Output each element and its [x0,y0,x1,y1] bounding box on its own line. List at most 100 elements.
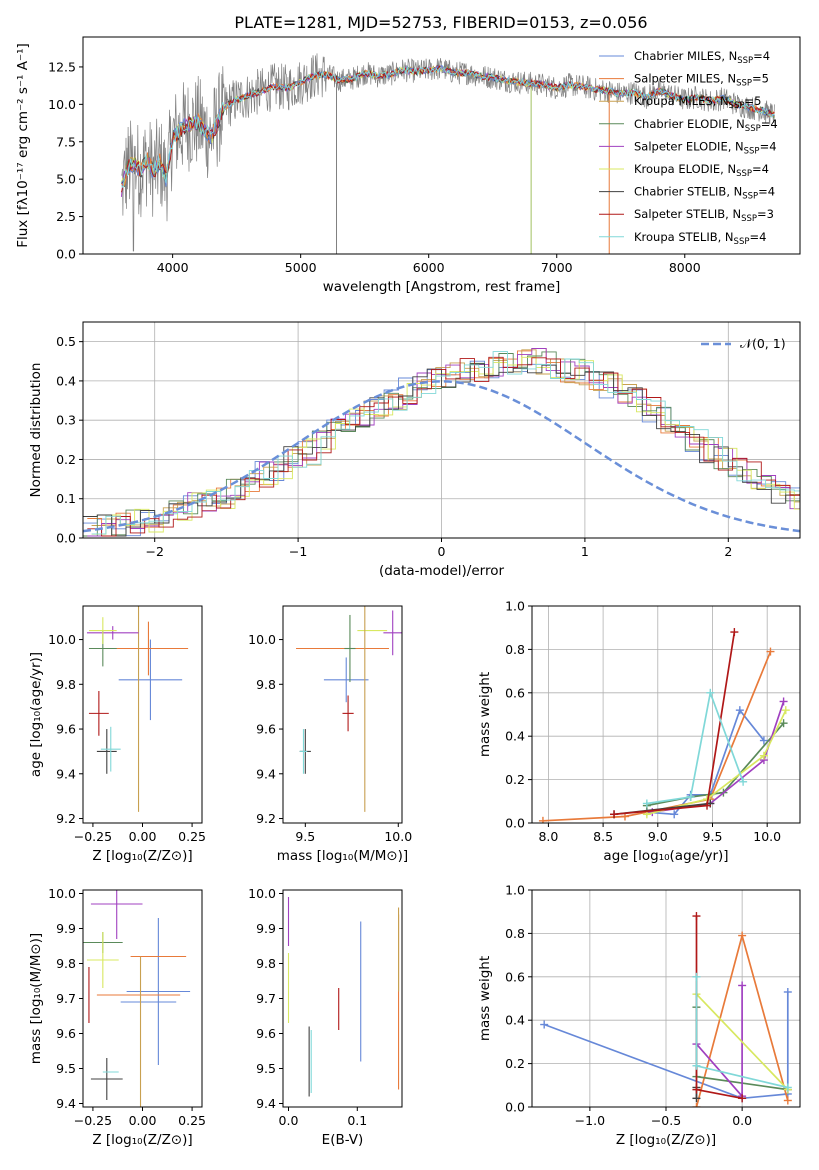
legend-entry: Salpeter ELODIE, NSSP=4 [634,139,777,156]
x-tick-label: 0.00 [129,829,157,844]
y-tick-label: 0.6 [505,685,525,700]
x-tick-label: −2 [145,544,163,559]
legend-sub: SSP [737,56,753,66]
y-tick-label: 10.0 [248,632,276,647]
y-axis-label: Normed distribution [28,363,44,498]
y-axis-label: Flux [fλ10⁻¹⁷ erg cm⁻² s⁻¹ A⁻¹] [15,43,31,248]
y-tick-label: 0.0 [56,247,76,262]
x-tick-label: 10.0 [753,829,781,844]
x-tick-label: 9.0 [648,829,668,844]
x-tick-label: 0.0 [732,1113,752,1128]
legend-tail: =4 [758,185,775,199]
plot-area [296,606,402,812]
x-tick-label: 1 [581,544,589,559]
chart-massweight-vs-age: 8.0 8.5 9.0 9.5 10.0 0.0 0.2 0.4 0.6 0.8 1.0 age [l… [477,599,801,864]
x-axis-label: E(B-V) [322,1132,364,1148]
y-tick-label: 9.4 [256,766,276,781]
legend-tail: =4 [761,117,778,131]
x-tick-label: 9.5 [703,829,723,844]
x-tick-label: 8.0 [538,829,558,844]
y-tick-label: 9.6 [256,1026,276,1041]
legend-tail: =3 [757,207,774,221]
axes-frame [82,605,203,824]
observed-spectrum [121,53,775,252]
histogram-5 [91,356,800,535]
weight-line-7 [613,631,736,816]
x-axis-label: age [log₁₀(age/yr)] [603,848,728,864]
chart-age-vs-Z: −0.25 0.00 0.25 9.2 9.4 9.6 9.8 10.0 Z [log₁₀(Z/… [28,605,206,864]
chart-age-vs-mass: 9.5 10.0 9.2 9.4 9.6 9.8 10.0 mass [log₁₀(M/M⊙)… [248,605,412,864]
y-tick-label: 9.2 [56,811,76,826]
x-tick-label: 0.25 [178,1113,206,1128]
legend-entry: Salpeter STELIB, NSSP=3 [634,207,774,224]
x-tick-label: 0.00 [129,1113,157,1128]
histogram-3 [83,351,800,537]
y-tick-label: 7.5 [56,134,76,149]
chart-spectrum: 4000 5000 6000 7000 8000 0.0 2.5 5.0 7.5 10.0 12.5… [15,36,801,295]
weight-line-0 [543,992,789,1100]
legend-sub: SSP [729,101,745,111]
y-tick-label: 9.4 [56,1096,76,1111]
y-tick-label: 0.0 [56,531,76,546]
y-tick-label: 9.8 [56,677,76,692]
weight-line-3 [646,722,785,807]
legend-sub: SSP [736,169,752,179]
y-tick-label: 0.3 [56,413,76,428]
y-tick-label: 0.8 [505,642,525,657]
chart-residuals: −2 −1 0 1 2 0.0 0.1 0.2 0.3 0.4 0.5 (data-model)/er… [28,321,801,579]
axes-frame [82,321,801,539]
y-tick-label: 0.0 [505,816,525,831]
legend-entry: Chabrier STELIB, NSSP=4 [634,185,775,202]
x-tick-label: 7000 [541,260,573,275]
x-axis-label: wavelength [Angstrom, rest frame] [323,279,561,295]
axes-frame [282,889,403,1108]
y-tick-label: 0.1 [56,491,76,506]
legend-tail: =5 [744,94,761,108]
axes-frame [82,889,203,1108]
plot-area [86,606,189,812]
histogram-2 [91,349,800,526]
y-tick-label: 9.8 [256,956,276,971]
y-axis-label: age [log₁₀(age/yr)] [28,652,44,777]
histogram-7 [87,356,800,537]
legend: Chabrier MILES, NSSP=4 Salpeter MILES, NS… [599,49,778,247]
weight-line-8 [646,689,744,805]
y-tick-label: 0.2 [505,772,525,787]
x-tick-label: −0.25 [74,829,112,844]
x-tick-label: 0.1 [347,1113,367,1128]
x-tick-label: 8.5 [593,829,613,844]
y-axis-label: mass weight [477,956,493,1041]
y-tick-label: 9.6 [56,722,76,737]
plot-area [538,628,790,823]
x-tick-label: 2 [724,544,732,559]
y-tick-label: 0.4 [505,1013,525,1028]
legend-sub: SSP [744,146,760,156]
legend-tail: =5 [752,72,769,86]
y-tick-label: 9.2 [256,811,276,826]
y-tick-label: 9.9 [256,921,276,936]
legend-tail: =4 [749,230,766,244]
legend-sub: SSP [742,192,758,202]
plot-area [540,912,792,1107]
y-tick-label: 9.8 [256,677,276,692]
chart-mass-vs-Z: −0.25 0.00 0.25 9.4 9.5 9.6 9.7 9.8 9.9 10.0 Z [lo… [28,886,206,1148]
y-axis-label: mass weight [477,672,493,757]
plot-area [83,890,191,1107]
x-tick-label: 0.0 [279,1113,299,1128]
x-axis-label: Z [log₁₀(Z/Z⊙)] [92,848,192,864]
y-tick-label: 10.0 [48,886,76,901]
normal-curve [83,380,800,533]
axes-frame [282,605,403,824]
x-tick-label: 9.5 [295,829,315,844]
x-tick-label: 4000 [157,260,189,275]
legend-entry-normal: 𝒩(0, 1) [740,336,786,351]
x-tick-label: 0.25 [178,829,206,844]
legend-tail: =4 [760,139,777,153]
legend-entry: Kroupa STELIB, NSSP=4 [634,230,766,247]
y-tick-label: 1.0 [505,599,525,614]
x-tick-label: 10.0 [384,829,412,844]
y-tick-label: 9.7 [56,991,76,1006]
y-tick-label: 0.2 [56,452,76,467]
legend-tail: =4 [753,49,770,63]
